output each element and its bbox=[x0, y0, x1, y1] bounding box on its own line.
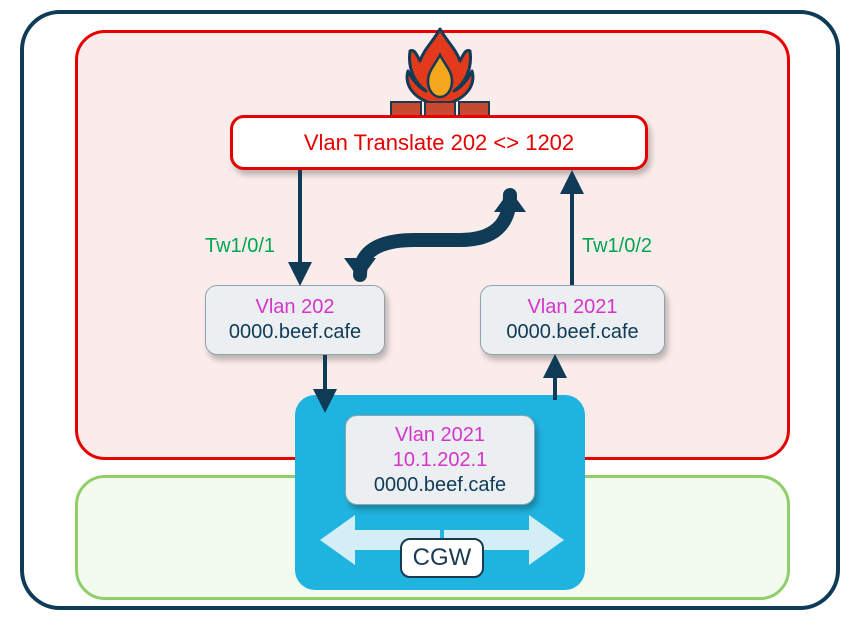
vlan-2021-title: Vlan 2021 bbox=[527, 295, 617, 320]
vlan-2021-box: Vlan 2021 0000.beef.cafe bbox=[480, 285, 665, 355]
vlan-2021b-title: Vlan 2021 bbox=[395, 423, 485, 448]
vlan-translate-box: Vlan Translate 202 <> 1202 bbox=[230, 115, 648, 170]
vlan-202-title: Vlan 202 bbox=[256, 295, 335, 320]
vlan-translate-label: Vlan Translate 202 <> 1202 bbox=[304, 130, 574, 156]
vlan-2021-mac: 0000.beef.cafe bbox=[506, 320, 638, 345]
cgw-label: CGW bbox=[413, 544, 472, 572]
firewall-icon bbox=[390, 27, 490, 127]
port-right-label: Tw1/0/2 bbox=[582, 235, 652, 258]
vlan-2021b-mac: 0000.beef.cafe bbox=[374, 473, 506, 498]
vlan-202-mac: 0000.beef.cafe bbox=[229, 320, 361, 345]
cgw-box: CGW bbox=[400, 538, 484, 578]
vlan-2021b-ip: 10.1.202.1 bbox=[393, 448, 488, 473]
vlan-202-box: Vlan 202 0000.beef.cafe bbox=[205, 285, 385, 355]
vlan-2021-ip-box: Vlan 2021 10.1.202.1 0000.beef.cafe bbox=[345, 415, 535, 505]
port-left-label: Tw1/0/1 bbox=[205, 235, 275, 258]
